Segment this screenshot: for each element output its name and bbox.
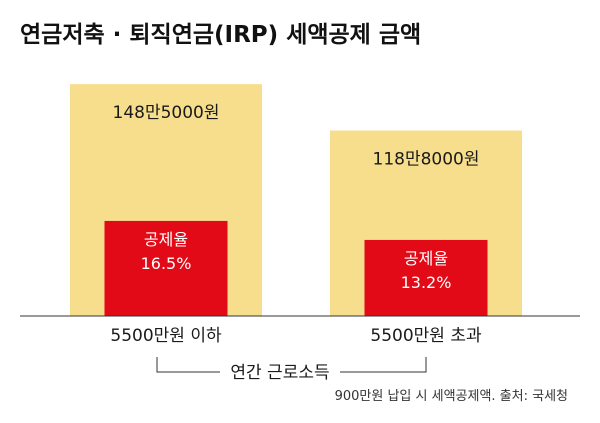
rate-value-label: 16.5% — [141, 254, 192, 273]
amount-value-label: 118만8000원 — [373, 150, 480, 170]
chart-title: 연금저축 · 퇴직연금(IRP) 세액공제 금액 — [20, 22, 421, 48]
category-labels: 5500만원 이하 5500만원 초과 — [110, 326, 482, 346]
category-label: 5500만원 이하 — [110, 326, 222, 346]
x-axis-label: 연간 근로소득 — [230, 363, 329, 383]
x-axis-bracket — [156, 357, 427, 373]
amount-value-label: 148만5000원 — [113, 103, 220, 123]
rate-title-label: 공제율 — [404, 249, 448, 268]
source-note: 900만원 납입 시 세액공제액. 출처: 국세청 — [335, 389, 568, 404]
rate-bar — [364, 239, 488, 316]
rate-title-label: 공제율 — [144, 230, 188, 249]
rate-bar — [104, 220, 228, 316]
category-label: 5500만원 초과 — [370, 326, 482, 346]
rate-value-label: 13.2% — [401, 273, 452, 292]
